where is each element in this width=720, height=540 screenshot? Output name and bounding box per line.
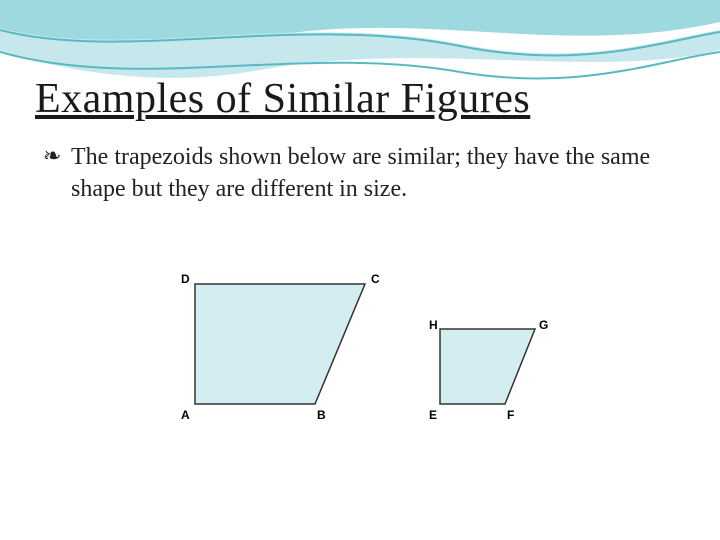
bullet-item: ❧ The trapezoids shown below are similar… — [35, 141, 685, 206]
trapezoid-small-svg — [425, 314, 550, 419]
vertex-label-F: F — [507, 408, 514, 422]
vertex-label-E: E — [429, 408, 437, 422]
trapezoid-small-shape — [440, 329, 535, 404]
trapezoid-large-svg — [175, 264, 385, 424]
bullet-text: The trapezoids shown below are similar; … — [71, 141, 685, 206]
trapezoid-large: D C A B — [175, 264, 395, 434]
vertex-label-B: B — [317, 408, 326, 422]
vertex-label-G: G — [539, 318, 548, 332]
trapezoid-large-shape — [195, 284, 365, 404]
figure-area: D C A B H G E F — [35, 234, 685, 494]
slide-content: Examples of Similar Figures ❧ The trapez… — [0, 0, 720, 494]
vertex-label-A: A — [181, 408, 190, 422]
page-title: Examples of Similar Figures — [35, 75, 685, 123]
vertex-label-C: C — [371, 272, 380, 286]
vertex-label-H: H — [429, 318, 438, 332]
vertex-label-D: D — [181, 272, 190, 286]
trapezoid-small: H G E F — [425, 314, 555, 434]
bullet-swirl-icon: ❧ — [43, 141, 71, 169]
